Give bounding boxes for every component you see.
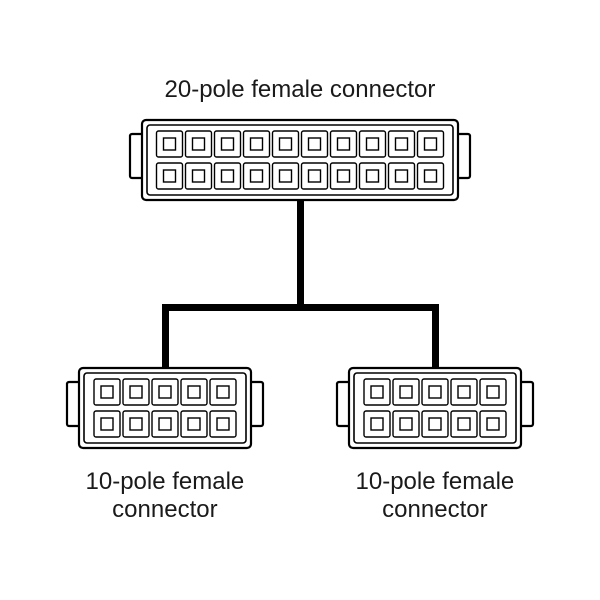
label-left-connector: 10-pole female connector [86,468,245,523]
wire-drop-right [432,304,439,375]
wire-trunk [297,200,304,311]
connector-left-10pole [67,368,263,448]
wire-cross [162,304,439,311]
label-top-connector: 20-pole female connector [165,76,436,104]
wire-drop-left [162,304,169,375]
label-right-connector: 10-pole female connector [356,468,515,523]
connector-right-10pole [337,368,533,448]
diagram-stage: 20-pole female connector 10-pole female … [0,0,600,600]
connector-top-20pole [130,120,470,200]
